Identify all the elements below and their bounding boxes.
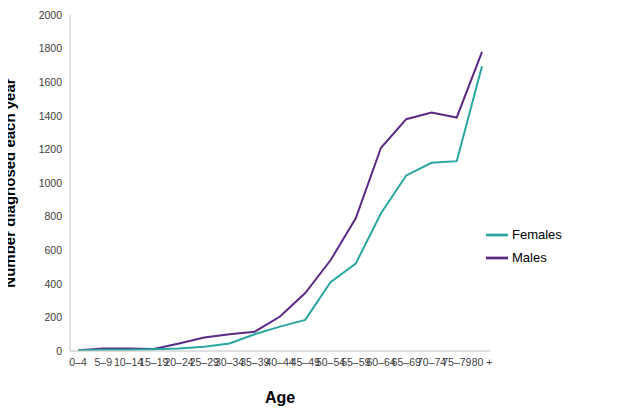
svg-text:2000: 2000 [39,9,63,21]
svg-text:55–59: 55–59 [341,356,371,369]
svg-text:1600: 1600 [39,76,63,88]
svg-text:600: 600 [44,244,62,256]
svg-text:10–14: 10–14 [113,356,144,369]
svg-text:1200: 1200 [39,143,63,155]
svg-text:35–39: 35–39 [240,356,270,369]
svg-text:200: 200 [44,311,62,323]
svg-text:60–64: 60–64 [366,356,396,369]
svg-text:Number diagnosed each year: Number diagnosed each year [8,78,18,287]
svg-text:50–54: 50–54 [315,356,346,369]
svg-text:40–44: 40–44 [265,356,295,369]
svg-text:30–34: 30–34 [214,356,245,369]
svg-text:65–69: 65–69 [391,356,421,369]
html-text:Females: Females [512,227,562,242]
svg-text:1400: 1400 [39,110,63,122]
svg-text:15–19: 15–19 [139,356,169,369]
svg-text:75–79: 75–79 [442,356,471,368]
svg-text:400: 400 [44,278,62,290]
svg-text:70–74: 70–74 [416,356,447,369]
svg-text:0–4: 0–4 [69,356,87,368]
svg-text:1000: 1000 [39,177,63,189]
html-text:Males: Males [512,250,547,265]
svg-text:800: 800 [44,210,62,222]
svg-text:45–49: 45–49 [290,356,320,369]
svg-text:Age: Age [265,389,295,406]
svg-text:25–29: 25–29 [189,356,219,369]
svg-text:5–9: 5–9 [94,356,112,368]
svg-text:1800: 1800 [39,42,63,54]
svg-text:0: 0 [56,345,62,357]
svg-text:20–24: 20–24 [164,356,194,369]
svg-text:80 +: 80 + [472,356,493,368]
